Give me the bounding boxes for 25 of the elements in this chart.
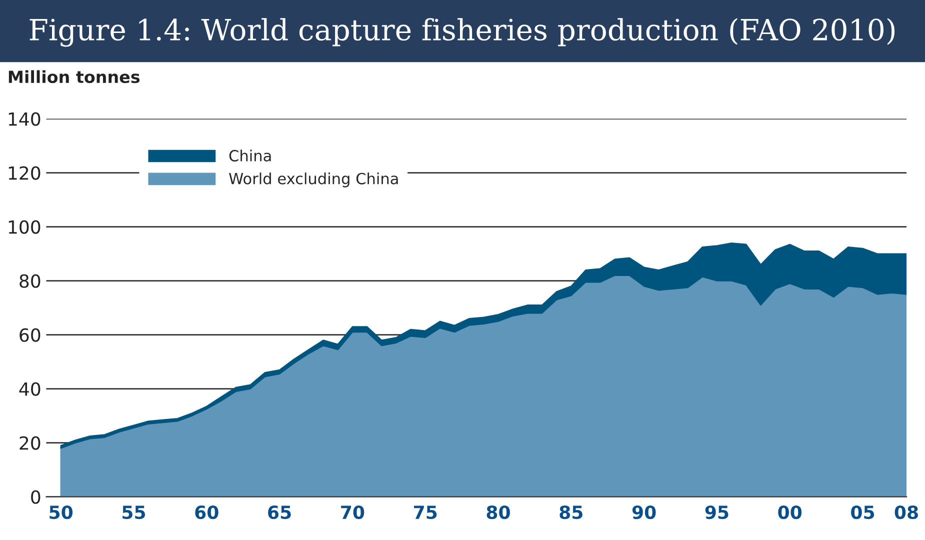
- x-tick-label: 50: [50, 505, 73, 520]
- y-tick-label: 140: [8, 112, 40, 126]
- x-tick-label: 80: [486, 505, 510, 520]
- chart-title: Figure 1.4: World capture fisheries production (FAO 2010): [30, 18, 894, 47]
- x-tick-label: 55: [122, 506, 146, 520]
- y-tick-label: 20: [20, 436, 40, 450]
- x-tick-label: 65: [268, 505, 291, 520]
- x-tick-label: 90: [632, 505, 656, 520]
- y-tick-label: 60: [20, 328, 40, 342]
- x-tick-label: 75: [414, 506, 437, 520]
- x-tick-label: 08: [894, 505, 918, 520]
- y-axis-title: Million tonnes: [8, 70, 140, 84]
- x-tick-label: 00: [778, 505, 802, 520]
- y-tick-label: 100: [8, 220, 40, 234]
- x-tick-label: 85: [560, 505, 582, 520]
- y-tick-label: 120: [8, 166, 40, 180]
- x-tick-label: 60: [195, 505, 218, 520]
- y-tick-label: 80: [20, 274, 40, 288]
- x-tick-label: 95: [705, 505, 728, 520]
- y-tick-label: 40: [19, 382, 40, 396]
- legend-label: World excluding China: [229, 172, 398, 188]
- legend-label: China: [229, 150, 271, 162]
- y-tick-label: 0: [31, 490, 40, 504]
- x-tick-label: 70: [341, 505, 364, 520]
- x-tick-label: 05: [851, 505, 874, 520]
